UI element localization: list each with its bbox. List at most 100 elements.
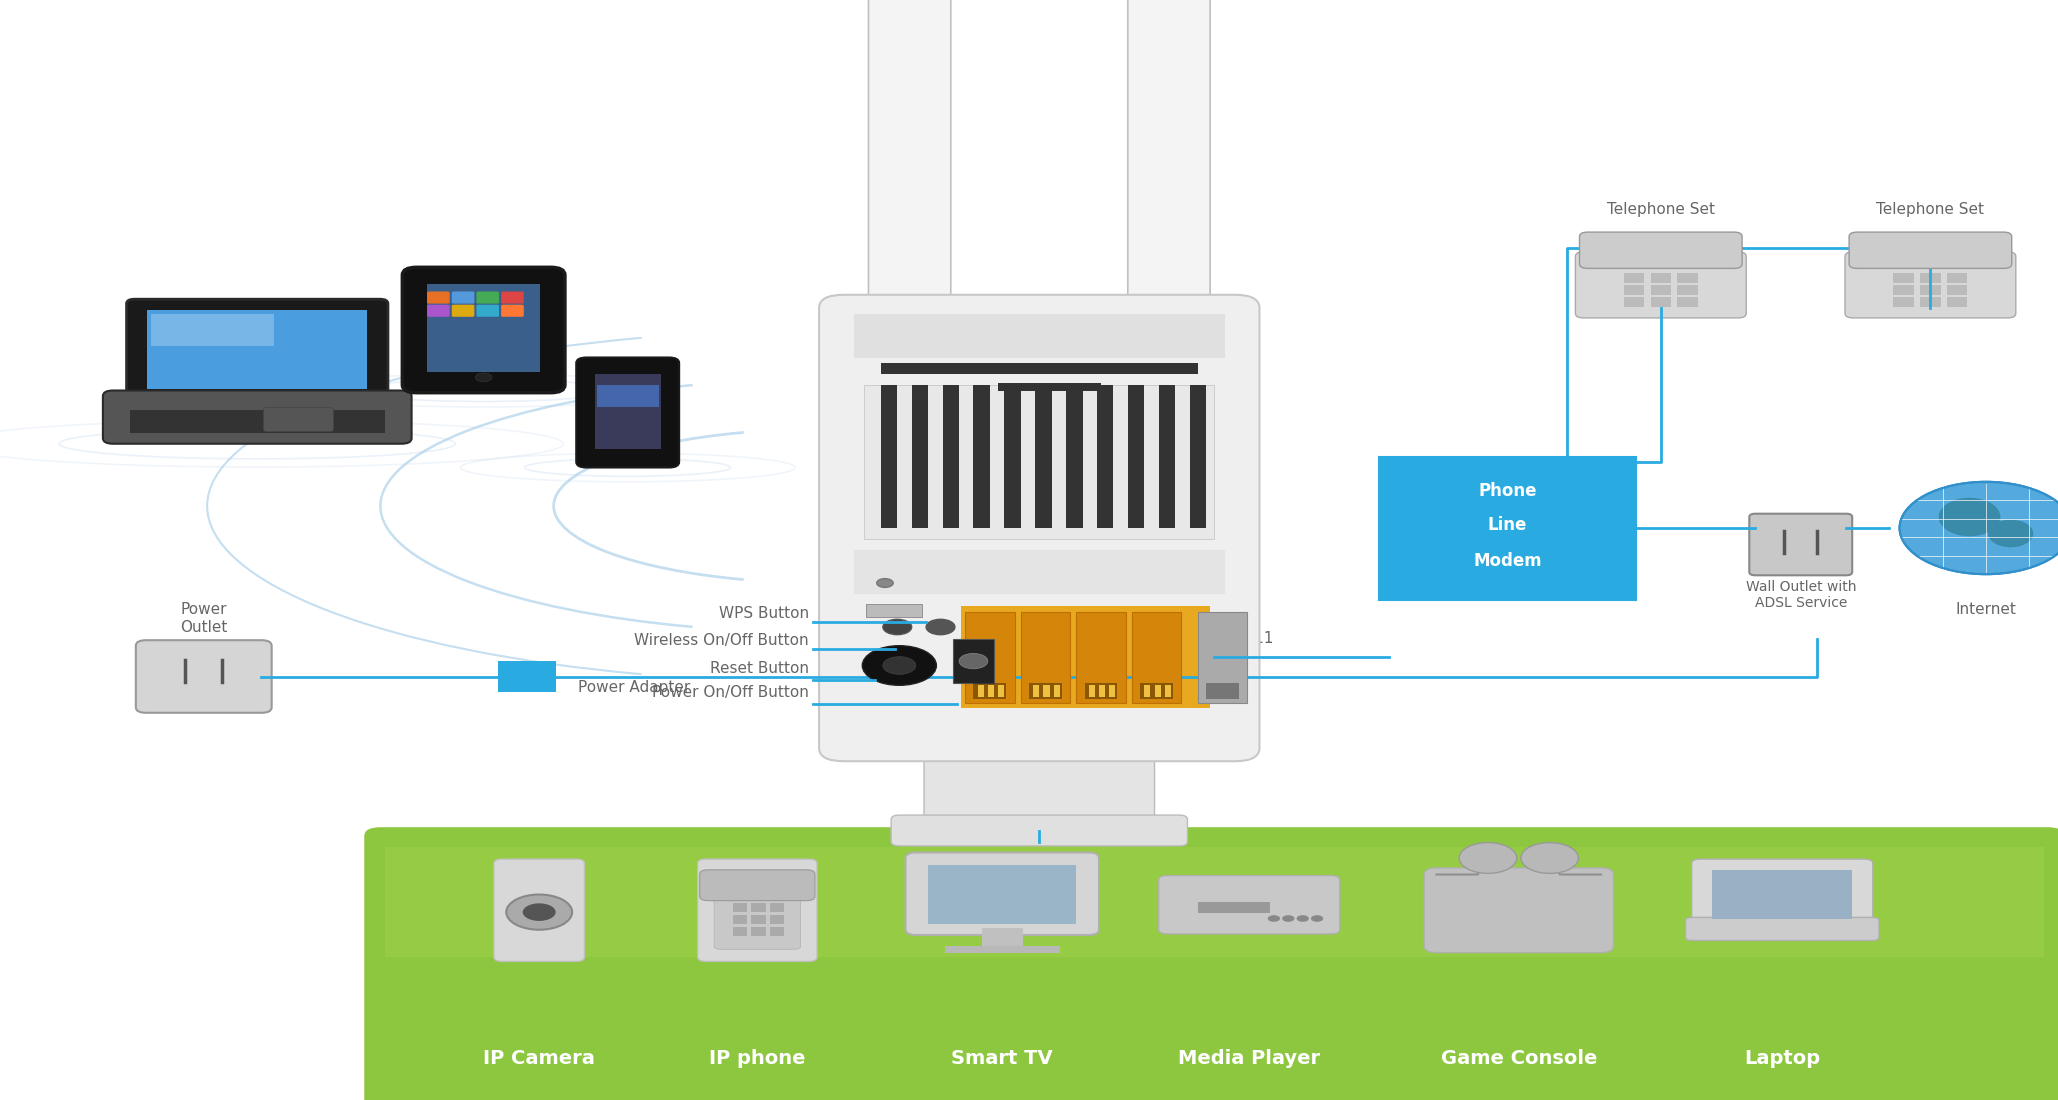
FancyBboxPatch shape <box>152 315 274 346</box>
FancyBboxPatch shape <box>1206 683 1239 698</box>
FancyBboxPatch shape <box>1576 252 1745 318</box>
Circle shape <box>883 657 916 674</box>
FancyBboxPatch shape <box>263 407 333 431</box>
Text: Modem: Modem <box>1474 552 1541 570</box>
Circle shape <box>1268 915 1280 922</box>
FancyBboxPatch shape <box>136 640 272 713</box>
Text: Telephone Set: Telephone Set <box>1877 201 1984 217</box>
Bar <box>1165 685 1171 697</box>
FancyBboxPatch shape <box>1132 612 1181 703</box>
Circle shape <box>1521 843 1578 873</box>
Circle shape <box>926 619 955 635</box>
Bar <box>943 385 959 528</box>
Bar <box>1089 685 1095 697</box>
Bar <box>982 928 1023 948</box>
Text: Wireless On/Off Button: Wireless On/Off Button <box>634 632 809 648</box>
Bar <box>751 891 766 900</box>
Bar <box>770 903 784 912</box>
Bar <box>998 685 1004 697</box>
Bar <box>1155 685 1161 697</box>
Circle shape <box>877 579 893 587</box>
Circle shape <box>506 894 572 930</box>
Bar <box>1651 273 1671 283</box>
Bar <box>1097 385 1113 528</box>
FancyBboxPatch shape <box>1379 456 1636 600</box>
FancyBboxPatch shape <box>1029 683 1062 698</box>
FancyBboxPatch shape <box>148 310 368 389</box>
Bar <box>1893 285 1914 295</box>
Bar <box>1035 385 1052 528</box>
Text: Media Player: Media Player <box>1177 1048 1321 1068</box>
Bar <box>1677 273 1698 283</box>
Text: Power
Outlet: Power Outlet <box>179 603 228 635</box>
Circle shape <box>1459 843 1517 873</box>
Circle shape <box>883 619 912 635</box>
Bar <box>770 927 784 936</box>
Text: Internet: Internet <box>1955 602 2017 617</box>
Text: Reset Button: Reset Button <box>710 661 809 676</box>
FancyBboxPatch shape <box>854 314 1225 358</box>
FancyBboxPatch shape <box>698 859 817 961</box>
Bar <box>1677 297 1698 307</box>
Bar <box>751 903 766 912</box>
FancyBboxPatch shape <box>426 292 449 304</box>
FancyBboxPatch shape <box>451 292 473 304</box>
Text: Wall Outlet with
ADSL Service: Wall Outlet with ADSL Service <box>1745 580 1856 609</box>
FancyBboxPatch shape <box>1692 859 1873 928</box>
Text: WPS Button: WPS Button <box>718 606 809 621</box>
Text: Phone: Phone <box>1478 482 1537 500</box>
Bar <box>770 915 784 924</box>
Bar <box>1920 297 1941 307</box>
Bar <box>1624 273 1644 283</box>
FancyBboxPatch shape <box>866 604 922 617</box>
FancyBboxPatch shape <box>475 292 498 304</box>
Circle shape <box>523 903 556 921</box>
FancyBboxPatch shape <box>965 612 1015 703</box>
Bar <box>1159 385 1175 528</box>
Bar <box>1004 385 1021 528</box>
FancyBboxPatch shape <box>475 305 498 317</box>
FancyBboxPatch shape <box>426 284 539 372</box>
FancyBboxPatch shape <box>1076 612 1126 703</box>
Text: Power Adapter: Power Adapter <box>578 680 691 695</box>
Bar <box>770 891 784 900</box>
FancyBboxPatch shape <box>924 736 1155 832</box>
FancyBboxPatch shape <box>1159 876 1340 934</box>
Bar <box>751 927 766 936</box>
Ellipse shape <box>1939 497 2000 537</box>
FancyBboxPatch shape <box>700 870 815 901</box>
Bar <box>1128 385 1144 528</box>
Bar <box>1099 685 1105 697</box>
Text: Laptop: Laptop <box>1745 1048 1819 1068</box>
Bar <box>1651 285 1671 295</box>
FancyBboxPatch shape <box>502 292 523 304</box>
Bar <box>1677 285 1698 295</box>
Bar <box>1054 685 1060 697</box>
Bar <box>1947 273 1967 283</box>
FancyBboxPatch shape <box>961 606 1210 708</box>
Bar <box>1893 273 1914 283</box>
FancyBboxPatch shape <box>498 661 556 692</box>
Text: IP Camera: IP Camera <box>484 1048 595 1068</box>
Bar <box>912 385 928 528</box>
FancyBboxPatch shape <box>928 865 1076 924</box>
FancyBboxPatch shape <box>385 847 2044 957</box>
Text: Power On/Off Button: Power On/Off Button <box>652 685 809 701</box>
Text: Line: Line <box>1488 516 1527 535</box>
Bar <box>1893 297 1914 307</box>
FancyBboxPatch shape <box>1021 612 1070 703</box>
Circle shape <box>475 373 492 382</box>
Ellipse shape <box>1988 520 2033 548</box>
Bar <box>1947 285 1967 295</box>
Bar <box>733 903 747 912</box>
Bar <box>1109 685 1115 697</box>
Text: RJ-11: RJ-11 <box>1235 631 1274 647</box>
Bar <box>1947 297 1967 307</box>
FancyBboxPatch shape <box>1712 870 1852 918</box>
Bar <box>973 385 990 528</box>
FancyBboxPatch shape <box>364 827 2058 1100</box>
Bar <box>733 915 747 924</box>
FancyBboxPatch shape <box>401 267 564 393</box>
Text: Game Console: Game Console <box>1441 1048 1597 1068</box>
Bar <box>1624 297 1644 307</box>
